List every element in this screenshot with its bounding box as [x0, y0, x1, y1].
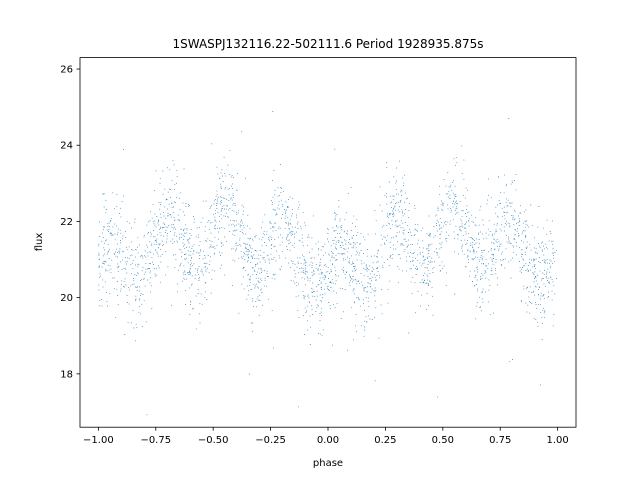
- x-tick-label: 0.75: [489, 435, 511, 446]
- x-tick-label: 0.25: [374, 435, 396, 446]
- x-tick-label: −0.75: [140, 435, 171, 446]
- x-axis-ticks: −1.00 −0.75 −0.50 −0.25 0.00 0.25 0.50 0.75 1.00: [83, 427, 569, 446]
- x-axis-label: phase: [313, 458, 343, 469]
- x-tick-label: −0.50: [198, 435, 229, 446]
- x-tick-label: −0.25: [255, 435, 286, 446]
- x-tick-label: 0.50: [432, 435, 454, 446]
- y-tick-label: 22: [60, 217, 73, 228]
- y-tick-label: 26: [60, 65, 73, 76]
- y-axis-label: flux: [34, 233, 45, 252]
- x-tick-label: −1.00: [83, 435, 114, 446]
- y-tick-label: 18: [60, 369, 73, 380]
- y-tick-label: 24: [60, 141, 73, 152]
- scatter-points: [98, 111, 557, 416]
- plot-frame: [79, 57, 577, 428]
- flux-points: [98, 111, 557, 416]
- x-tick-label: 0.00: [317, 435, 339, 446]
- y-axis-ticks: 18 20 22 24 26: [60, 65, 80, 380]
- chart-title: 1SWASPJ132116.22-502111.6 Period 1928935…: [172, 37, 483, 51]
- x-tick-label: 1.00: [546, 435, 568, 446]
- y-tick-label: 20: [60, 293, 73, 304]
